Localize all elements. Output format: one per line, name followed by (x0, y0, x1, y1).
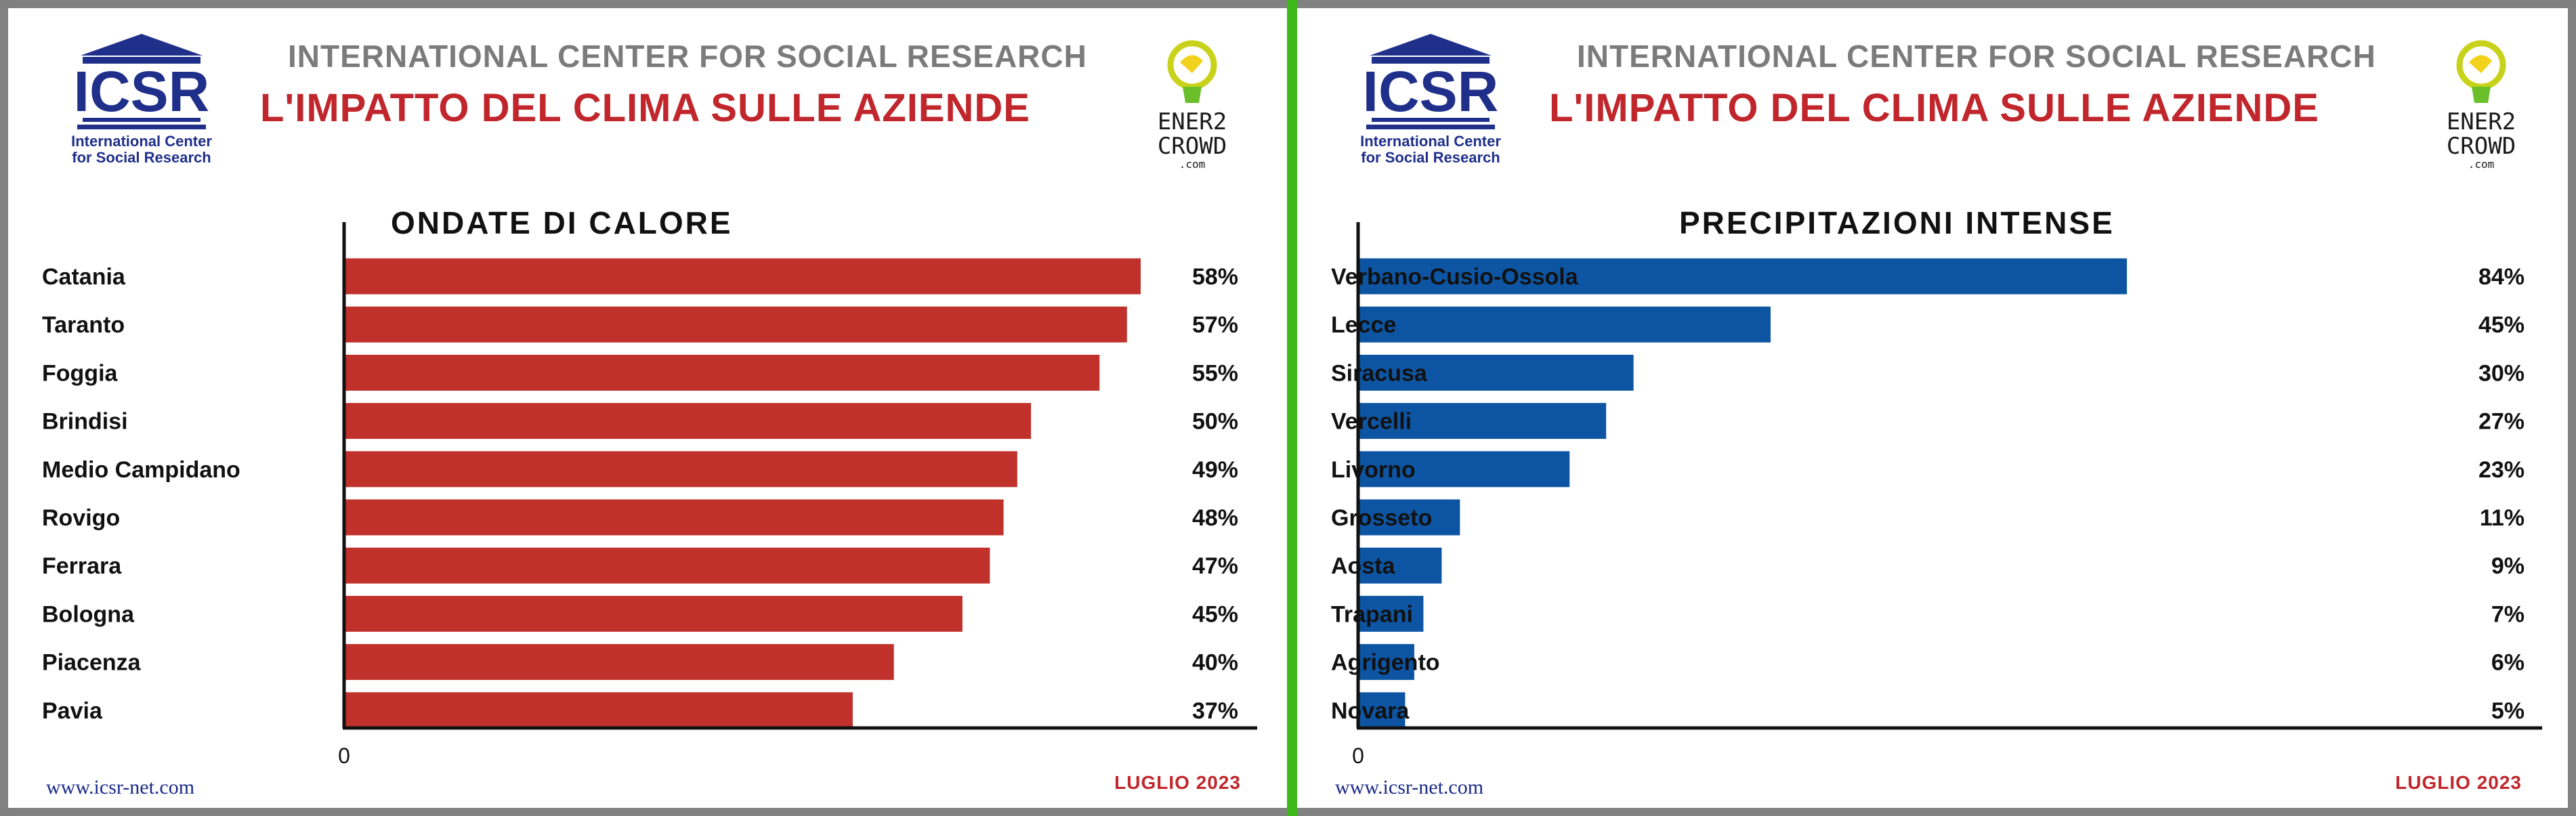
footer-date: LUGLIO 2023 (2395, 772, 2522, 793)
category-label: Siracusa (1331, 360, 1428, 386)
bar (1359, 644, 1414, 681)
value-label: 55% (1192, 360, 1238, 386)
bar (1359, 354, 1634, 391)
bar (345, 354, 1100, 391)
category-label: Taranto (42, 312, 125, 338)
bar (345, 692, 853, 729)
category-label: Novara (1331, 698, 1410, 724)
bar (1359, 403, 1607, 439)
bar (1359, 306, 1771, 343)
category-label: Verbano-Cusio-Ossola (1331, 264, 1579, 290)
value-label: 7% (2491, 601, 2525, 627)
logo-subtitle-line1: International Center (1360, 133, 1501, 150)
x-tick-label: 0 (1352, 744, 1364, 768)
category-label: Aosta (1331, 553, 1396, 579)
logo-text-crowd: CROWD (1157, 133, 1227, 160)
value-label: 58% (1192, 264, 1238, 290)
ener2crowd-logo: ENER2 CROWD .com (2427, 35, 2535, 177)
chart-panel-heatwaves: ICSR International Center for Social Res… (8, 8, 1287, 808)
bar-chart: Verbano-Cusio-Ossola 84% Lecce 45% Siracusa 3… (1331, 222, 2542, 768)
logo-text-domain: .com (1179, 158, 1206, 171)
value-label: 5% (2491, 698, 2525, 724)
organization-name: INTERNATIONAL CENTER FOR SOCIAL RESEARCH (1577, 39, 2376, 74)
value-label: 57% (1192, 312, 1238, 338)
bar (345, 451, 1017, 488)
category-label: Piacenza (42, 650, 142, 676)
value-label: 9% (2491, 553, 2525, 579)
value-label: 23% (2478, 457, 2525, 483)
logo-acronym: ICSR (1363, 60, 1499, 123)
logo-subtitle-line1: International Center (71, 133, 212, 150)
category-label: Grosseto (1331, 505, 1432, 531)
x-tick-label: 0 (338, 744, 350, 768)
category-label: Trapani (1331, 601, 1413, 627)
category-label: Lecce (1331, 312, 1396, 338)
chart-title: PRECIPITAZIONI INTENSE (1679, 205, 2115, 240)
bar (345, 306, 1127, 343)
headline: L'IMPATTO DEL CLIMA SULLE AZIENDE (1549, 86, 2319, 130)
category-label: Agrigento (1331, 650, 1440, 676)
bar (345, 258, 1141, 295)
value-label: 40% (1192, 650, 1238, 676)
chart-panel-heavy-rain: ICSR International Center for Social Res… (1297, 8, 2568, 808)
bar (1359, 547, 1442, 584)
bar-chart: Catania 58% Taranto 57% Foggia 55% Brindisi 50%… (42, 222, 1257, 768)
ener2crowd-logo: ENER2 CROWD .com (1138, 35, 1246, 177)
value-label: 11% (2480, 505, 2525, 531)
logo-subtitle-line2: for Social Research (1361, 149, 1500, 166)
value-label: 47% (1192, 553, 1238, 579)
value-label: 48% (1192, 505, 1238, 531)
lightbulb-icon (2456, 40, 2506, 103)
footer-date: LUGLIO 2023 (1114, 772, 1241, 793)
organization-name: INTERNATIONAL CENTER FOR SOCIAL RESEARCH (288, 39, 1087, 74)
category-label: Catania (42, 264, 126, 290)
logo-text-ener2: ENER2 (2446, 108, 2516, 135)
bar (1359, 451, 1570, 488)
category-label: Foggia (42, 360, 119, 386)
footer-url[interactable]: www.icsr-net.com (1335, 776, 1484, 798)
value-label: 50% (1192, 409, 1238, 435)
category-label: Medio Campidano (42, 457, 240, 483)
value-label: 27% (2478, 409, 2525, 435)
lightbulb-icon (1167, 40, 1217, 103)
value-label: 30% (2478, 360, 2525, 386)
icsr-logo: ICSR International Center for Social Res… (1339, 31, 1522, 173)
value-label: 37% (1192, 698, 1238, 724)
category-label: Rovigo (42, 505, 120, 531)
category-label: Livorno (1331, 457, 1416, 483)
panel-divider (1287, 0, 1297, 816)
category-label: Bologna (42, 601, 135, 627)
category-label: Brindisi (42, 409, 128, 435)
value-label: 49% (1192, 457, 1238, 483)
bar (345, 499, 1004, 536)
bar (1359, 692, 1406, 729)
category-label: Ferrara (42, 553, 122, 579)
bar (1359, 258, 2127, 295)
value-label: 45% (1192, 601, 1238, 627)
footer-url[interactable]: www.icsr-net.com (46, 776, 195, 798)
value-label: 84% (2478, 264, 2525, 290)
bar (345, 403, 1032, 439)
value-label: 45% (2478, 312, 2525, 338)
logo-text-ener2: ENER2 (1157, 108, 1227, 135)
logo-text-crowd: CROWD (2446, 133, 2516, 160)
category-label: Pavia (42, 698, 103, 724)
logo-acronym: ICSR (74, 60, 210, 123)
category-label: Vercelli (1331, 409, 1412, 435)
chart-title: ONDATE DI CALORE (391, 205, 733, 240)
value-label: 6% (2491, 650, 2525, 676)
bar (1359, 499, 1460, 536)
icsr-logo: ICSR International Center for Social Res… (50, 31, 233, 173)
bar (345, 644, 894, 681)
logo-text-domain: .com (2468, 158, 2495, 171)
bar (345, 547, 990, 584)
headline: L'IMPATTO DEL CLIMA SULLE AZIENDE (260, 86, 1030, 130)
bar (1359, 595, 1424, 632)
bar (345, 595, 963, 632)
logo-subtitle-line2: for Social Research (72, 149, 211, 166)
